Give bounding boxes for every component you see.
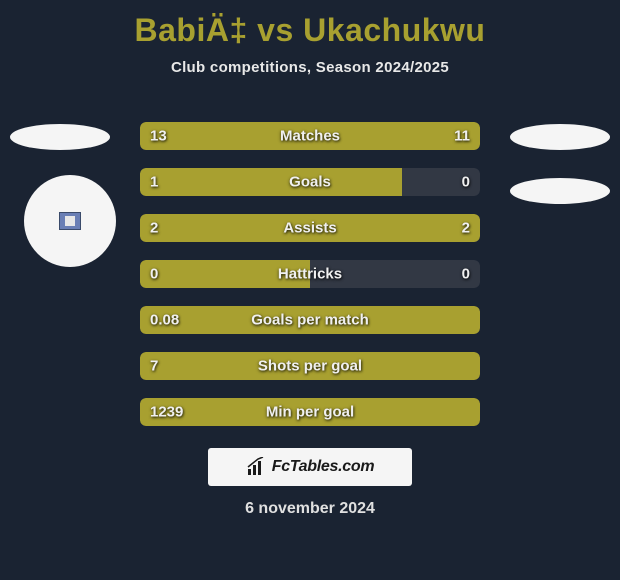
stat-value-left: 7 [150,358,158,375]
stat-row: 1239 Min per goal [140,398,480,426]
date-label: 6 november 2024 [245,500,375,518]
stat-value-right: 0 [462,174,470,191]
badge-icon [59,212,81,230]
stat-row: 1 Goals 0 [140,168,480,196]
stat-value-right: 2 [462,220,470,237]
stat-label: Goals per match [251,312,369,329]
subtitle: Club competitions, Season 2024/2025 [0,59,620,76]
stat-row: 2 Assists 2 [140,214,480,242]
stat-value-right: 11 [454,128,470,145]
avatar-placeholder-left-1 [10,124,110,150]
stat-row: 7 Shots per goal [140,352,480,380]
stat-row: 0.08 Goals per match [140,306,480,334]
stat-label: Min per goal [266,404,354,421]
stat-value-left: 1 [150,174,158,191]
stat-label: Hattricks [278,266,342,283]
stat-label: Shots per goal [258,358,362,375]
avatar-placeholder-right-2 [510,178,610,204]
stat-value-left: 13 [150,128,167,145]
chart-icon [246,457,268,477]
page-title: BabiÄ‡ vs Ukachukwu [0,0,620,49]
stat-value-right: 0 [462,266,470,283]
fctables-logo: FcTables.com [208,448,412,486]
stat-value-left: 0 [150,266,158,283]
stat-value-left: 1239 [150,404,183,421]
avatar-placeholder-right-1 [510,124,610,150]
bar-fill-left [140,168,402,196]
stat-value-left: 2 [150,220,158,237]
stat-label: Matches [280,128,340,145]
stat-label: Goals [289,174,331,191]
badge-glyph-icon [65,216,75,226]
stat-row: 0 Hattricks 0 [140,260,480,288]
stat-value-left: 0.08 [150,312,179,329]
stat-bars-container: 13Matches111Goals02Assists20Hattricks00.… [140,122,480,444]
player-badge-left [24,175,116,267]
stat-label: Assists [283,220,336,237]
logo-text: FcTables.com [272,458,375,476]
stat-row: 13 Matches 11 [140,122,480,150]
